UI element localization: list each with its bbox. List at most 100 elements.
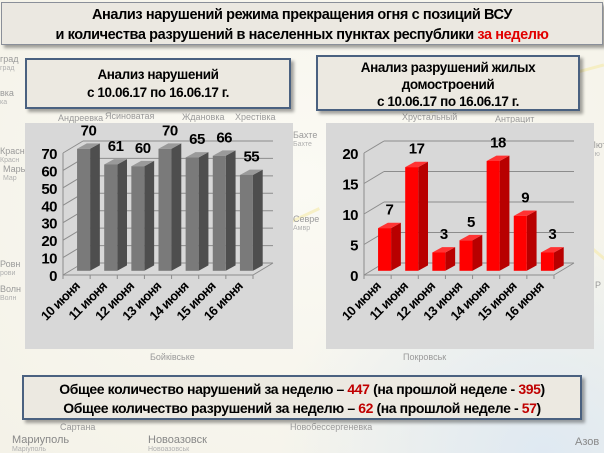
bar-value-label: 5 (467, 214, 475, 231)
bar (185, 152, 209, 271)
bar-value-label: 9 (521, 190, 529, 207)
bar-value-label: 61 (108, 138, 124, 155)
y-tick-label: 20 (342, 146, 358, 163)
summary-violations-value: 447 (347, 381, 370, 397)
title-line-1: Анализ нарушений режима прекращения огня… (91, 7, 512, 23)
title-highlight: за неделю (477, 27, 549, 43)
y-tick-label: 10 (342, 207, 358, 224)
map-place-label: Андреевка (58, 113, 104, 123)
destruction-title-line-1: Анализ разрушений жилых (360, 60, 536, 75)
map-place-label: Новобессергеневка (290, 422, 373, 432)
map-place-sublabel: Волн (0, 295, 17, 302)
bar-value-label: 3 (440, 226, 448, 243)
bar-value-label: 3 (548, 226, 556, 243)
map-place-label: Мариуполь Маріуполь (12, 434, 70, 453)
map-place-label: Бахте Бахте (293, 130, 318, 148)
summary-violations-suffix: ) (540, 381, 545, 397)
map-place-label: Р (595, 280, 602, 290)
destruction-title-line-3: с 10.06.17 по 16.06.17 г. (376, 94, 520, 109)
bar (239, 169, 263, 271)
bar-value-label: 7 (386, 202, 394, 219)
y-tick-label: 0 (49, 268, 57, 285)
y-tick-label: 40 (41, 198, 57, 215)
summary-destruction-text: Общее количество разрушений за неделю – (63, 400, 359, 416)
map-place-label: Хрустальный (402, 112, 458, 122)
y-tick-label: 70 (41, 146, 57, 163)
destruction-chart: 0 5 10 15 20 7 10 июня 17 11 июня 3 12 июня 5 13 июн… (326, 123, 594, 349)
map-place-label: ЛютЛю (590, 140, 604, 160)
map-place-label: Новоазовск Новоазовськ (148, 434, 207, 453)
page-title: Анализ нарушений режима прекращения огня… (1, 2, 603, 45)
bar-value-label: 66 (216, 129, 232, 146)
bar (378, 222, 401, 271)
bar-value-label: 70 (81, 123, 97, 139)
bar-value-label: 65 (189, 131, 205, 148)
map-place-label: Севре Амвр (293, 214, 320, 232)
bar-value-label: 70 (162, 123, 178, 139)
summary-violations-line: Общее количество нарушений за неделю – 4… (24, 380, 580, 399)
bar (131, 160, 155, 271)
map-place-label: Ровн рови (0, 259, 21, 277)
bar (459, 234, 483, 271)
bar (212, 150, 236, 271)
map-place-sublabel: рови (0, 270, 16, 277)
map-place-label: Хрестівка (235, 112, 276, 122)
map-place-label: вка ка (0, 88, 14, 106)
map-place-sublabel: Новоазовськ (148, 446, 190, 453)
y-tick-label: 50 (41, 181, 57, 198)
map-place-label: Ясиноватая (105, 111, 155, 121)
map-place-label: Покровськ (403, 352, 447, 362)
map-place-sublabel: град (0, 65, 15, 72)
violations-chart-title: Анализ нарушений с 10.06.17 по 16.06.17 … (25, 58, 291, 109)
map-place-sublabel: ка (0, 99, 8, 106)
bar (104, 159, 127, 271)
map-place-label: Азов (575, 436, 600, 448)
bar (540, 247, 564, 271)
map-place-sublabel: Амвр (293, 225, 311, 232)
map-place-sublabel: Бахте (293, 141, 312, 148)
bar-value-label: 60 (135, 140, 151, 157)
y-tick-label: 15 (342, 177, 358, 194)
bar-value-label: 18 (490, 135, 506, 152)
bar (432, 247, 456, 271)
bar (513, 210, 537, 271)
summary-violations-text: Общее количество нарушений за неделю – (59, 381, 348, 397)
map-place-label: Бойківське (150, 352, 195, 362)
y-tick-label: 60 (41, 163, 57, 180)
destruction-chart-title: Анализ разрушений жилых домостроений с 1… (316, 55, 580, 111)
y-tick-label: 10 (41, 251, 57, 268)
summary-violations-mid: (на прошлой неделе - (369, 381, 519, 397)
bar (158, 143, 182, 271)
bar-value-label: 55 (243, 149, 259, 166)
map-place-label: Красн Красн (0, 146, 25, 164)
bar (77, 143, 100, 271)
summary-violations-prev: 395 (518, 381, 541, 397)
map-place-label: Антрацит (495, 114, 535, 124)
destruction-title-line-2: домостроений (401, 77, 495, 92)
bar (405, 161, 428, 271)
title-line-2: и количества разрушений в населенных пун… (2, 25, 602, 45)
bar-value-label: 17 (409, 141, 425, 158)
weekly-summary: Общее количество нарушений за неделю – 4… (22, 375, 582, 420)
violations-title-line-2: с 10.06.17 по 16.06.17 г. (86, 85, 230, 100)
summary-destruction-line: Общее количество разрушений за неделю – … (24, 399, 580, 418)
map-place-sublabel: Лю (590, 151, 600, 158)
map-place-label: град град (0, 54, 19, 72)
violations-chart: 0 10 20 30 40 50 60 70 70 10 июня 61 11 июня 60 12 ию… (25, 123, 293, 349)
map-place-label: Марь Мар (3, 164, 26, 182)
map-place-sublabel: Маріуполь (12, 446, 47, 453)
map-place-label: Волн Волн (0, 284, 22, 302)
summary-destruction-value: 62 (358, 400, 373, 416)
violations-title-line-1: Анализ нарушений (97, 67, 219, 82)
title-line-2-text: и количества разрушений в населенных пун… (55, 27, 478, 43)
summary-destruction-mid: (на прошлой неделе - (373, 400, 522, 416)
summary-destruction-prev: 57 (521, 400, 537, 416)
y-tick-label: 20 (41, 233, 57, 250)
summary-destruction-suffix: ) (536, 400, 542, 416)
y-tick-label: 5 (350, 238, 358, 255)
y-tick-label: 0 (350, 268, 358, 285)
map-place-label: Сартана (60, 422, 96, 432)
map-place-sublabel: Мар (3, 175, 17, 182)
